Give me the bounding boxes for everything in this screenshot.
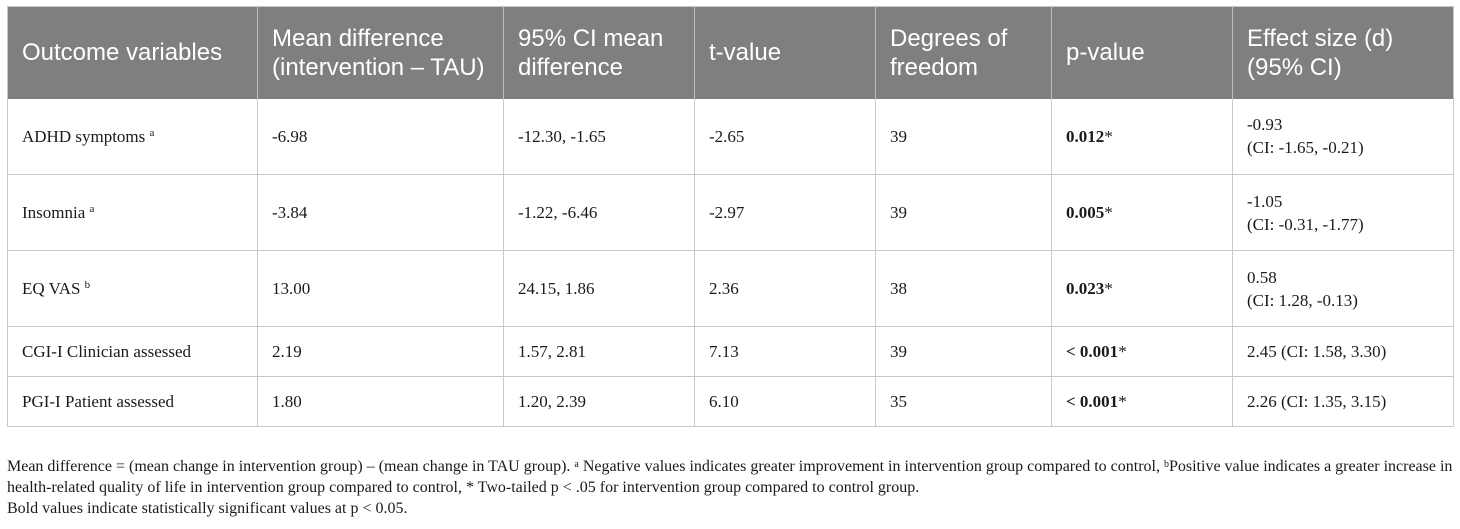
cell-t: 2.36 [694, 250, 876, 327]
table-row: ADHD symptoms a -6.98 -12.30, -1.65 -2.6… [7, 98, 1454, 175]
cell-effect: 2.26 (CI: 1.35, 3.15) [1232, 376, 1454, 427]
results-table-container: Outcome variables Mean difference (inter… [7, 6, 1454, 427]
cell-df: 39 [875, 98, 1052, 175]
cell-outcome: Insomnia a [7, 174, 258, 251]
cell-mean-diff: -3.84 [257, 174, 504, 251]
cell-outcome: CGI-I Clinician assessed [7, 326, 258, 377]
cell-ci: -12.30, -1.65 [503, 98, 695, 175]
cell-mean-diff: 13.00 [257, 250, 504, 327]
cell-p: < 0.001* [1051, 376, 1233, 427]
table-footnotes: Mean difference = (mean change in interv… [7, 456, 1453, 519]
cell-ci: -1.22, -6.46 [503, 174, 695, 251]
cell-df: 39 [875, 326, 1052, 377]
cell-ci: 1.20, 2.39 [503, 376, 695, 427]
header-p-value: p-value [1051, 6, 1233, 99]
cell-ci: 1.57, 2.81 [503, 326, 695, 377]
cell-effect: 2.45 (CI: 1.58, 3.30) [1232, 326, 1454, 377]
cell-effect: -0.93 (CI: -1.65, -0.21) [1232, 98, 1454, 175]
cell-effect: 0.58 (CI: 1.28, -0.13) [1232, 250, 1454, 327]
cell-outcome: EQ VAS b [7, 250, 258, 327]
header-effect-size: Effect size (d) (95% CI) [1232, 6, 1454, 99]
table-row: CGI-I Clinician assessed 2.19 1.57, 2.81… [7, 326, 1454, 377]
cell-df: 38 [875, 250, 1052, 327]
header-mean-difference: Mean difference (intervention – TAU) [257, 6, 504, 99]
cell-outcome: ADHD symptoms a [7, 98, 258, 175]
table-row: Insomnia a -3.84 -1.22, -6.46 -2.97 39 0… [7, 174, 1454, 251]
cell-p: 0.023* [1051, 250, 1233, 327]
table-row: EQ VAS b 13.00 24.15, 1.86 2.36 38 0.023… [7, 250, 1454, 327]
cell-mean-diff: 2.19 [257, 326, 504, 377]
cell-t: 6.10 [694, 376, 876, 427]
cell-effect: -1.05 (CI: -0.31, -1.77) [1232, 174, 1454, 251]
cell-df: 35 [875, 376, 1052, 427]
cell-p: < 0.001* [1051, 326, 1233, 377]
cell-t: -2.65 [694, 98, 876, 175]
results-table: Outcome variables Mean difference (inter… [7, 6, 1454, 427]
header-t-value: t-value [694, 6, 876, 99]
header-outcome: Outcome variables [7, 6, 258, 99]
cell-df: 39 [875, 174, 1052, 251]
cell-p: 0.005* [1051, 174, 1233, 251]
cell-t: -2.97 [694, 174, 876, 251]
cell-t: 7.13 [694, 326, 876, 377]
cell-p: 0.012* [1051, 98, 1233, 175]
header-row: Outcome variables Mean difference (inter… [7, 6, 1454, 99]
header-ci: 95% CI mean difference [503, 6, 695, 99]
cell-mean-diff: 1.80 [257, 376, 504, 427]
table-row: PGI-I Patient assessed 1.80 1.20, 2.39 6… [7, 376, 1454, 427]
header-df: Degrees of freedom [875, 6, 1052, 99]
cell-mean-diff: -6.98 [257, 98, 504, 175]
cell-outcome: PGI-I Patient assessed [7, 376, 258, 427]
cell-ci: 24.15, 1.86 [503, 250, 695, 327]
footnote-definitions: Mean difference = (mean change in interv… [7, 458, 1453, 496]
footnote-bold: Bold values indicate statistically signi… [7, 500, 408, 517]
